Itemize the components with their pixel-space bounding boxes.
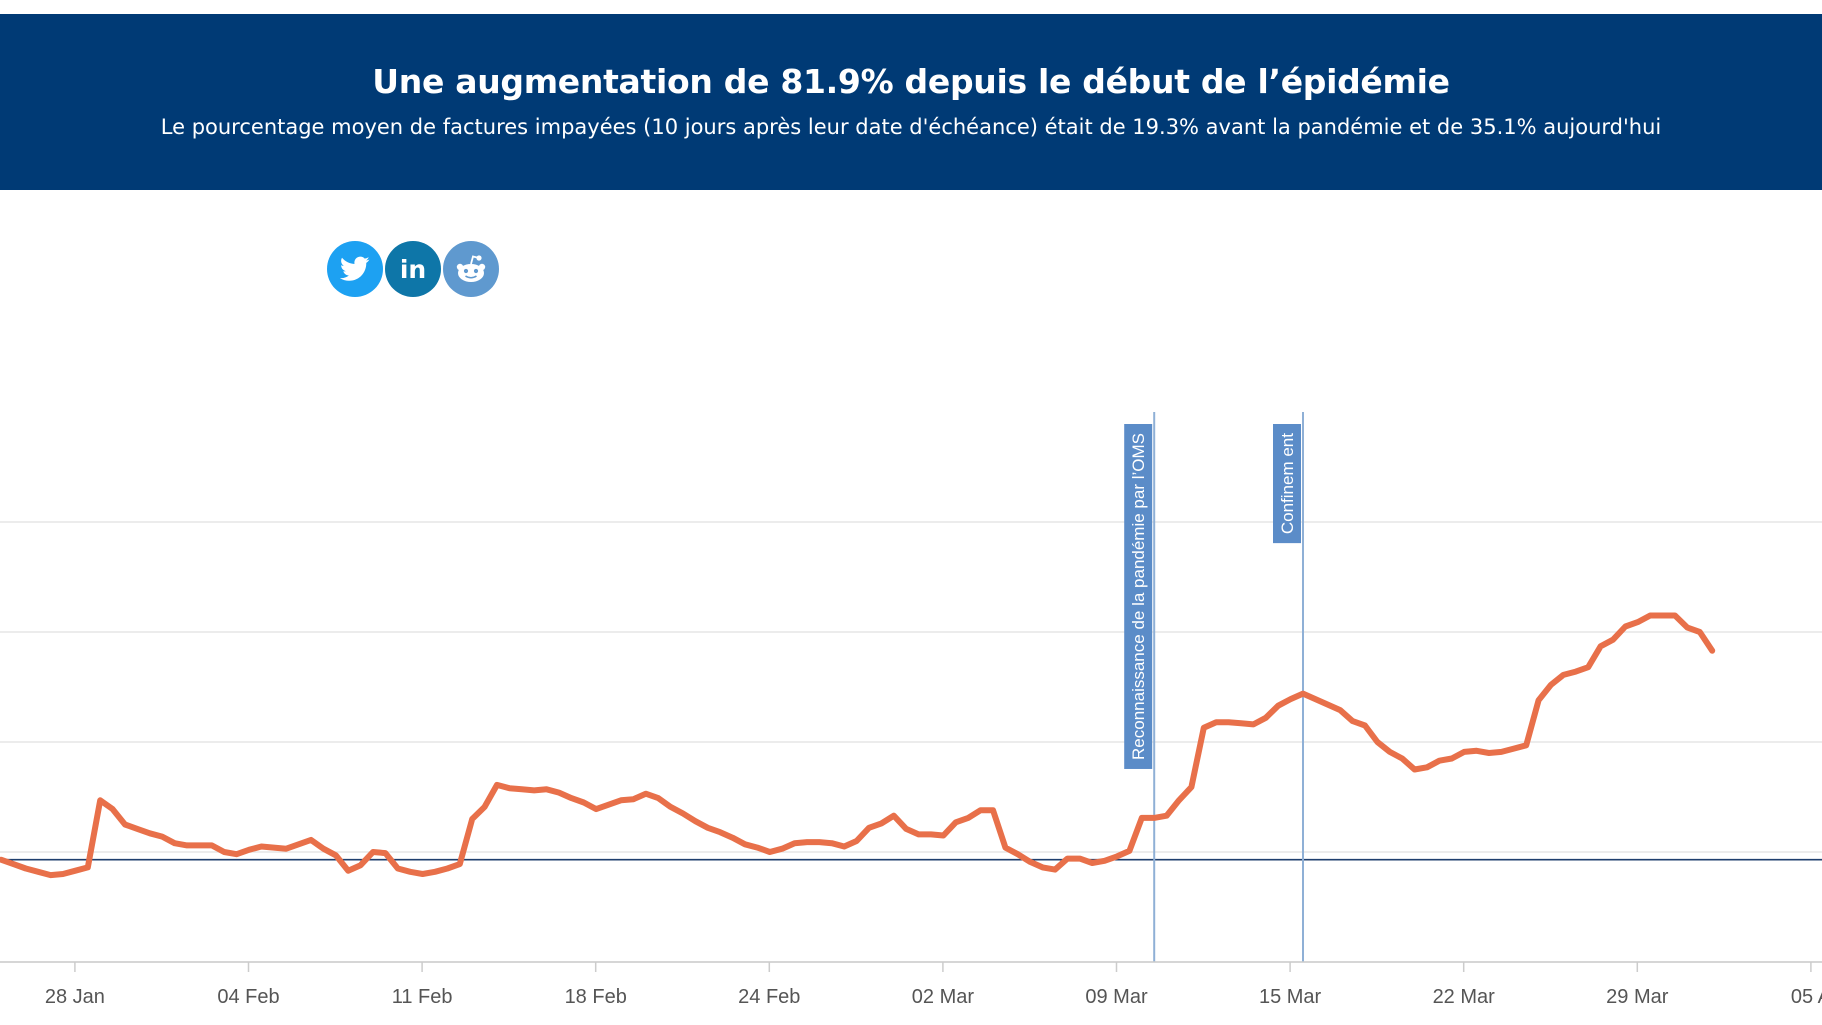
x-tick-label: 28 Jan <box>45 986 105 1008</box>
twitter-share-button[interactable] <box>327 241 383 297</box>
annotation-box <box>1273 424 1301 544</box>
linkedin-icon: in <box>399 254 427 284</box>
share-buttons: in <box>327 241 499 297</box>
x-tick-label: 09 Mar <box>1085 986 1148 1008</box>
x-tick-label: 29 Mar <box>1606 986 1669 1008</box>
linkedin-share-button[interactable]: in <box>385 241 441 297</box>
x-tick-label: 04 Feb <box>217 986 279 1008</box>
chart-title: Une augmentation de 81.9% depuis le débu… <box>372 62 1450 101</box>
line-chart: Reconnaissance de la pandémie par l’OMS C… <box>0 412 1822 1008</box>
chart-subtitle: Le pourcentage moyen de factures impayée… <box>160 115 1662 139</box>
twitter-icon <box>340 256 370 281</box>
x-tick-label: 11 Feb <box>392 986 453 1008</box>
top-strip <box>0 0 1822 14</box>
annotation-box <box>1124 424 1153 769</box>
x-tick-label: 22 Mar <box>1433 986 1496 1008</box>
x-tick-label: 02 Mar <box>912 986 975 1008</box>
series-line <box>0 612 1716 879</box>
x-tick-label: 15 Mar <box>1259 986 1322 1008</box>
x-tick-label: 24 Feb <box>738 986 800 1008</box>
x-tick-label: 05 A <box>1791 986 1822 1008</box>
annotation-label: Confinem ent <box>1278 433 1297 534</box>
header-banner: Une augmentation de 81.9% depuis le débu… <box>0 14 1822 190</box>
x-tick-label: 18 Feb <box>565 986 627 1008</box>
reddit-share-button[interactable] <box>443 241 499 297</box>
reddit-icon <box>456 255 486 282</box>
annotation-label: Reconnaissance de la pandémie par l’OMS <box>1129 433 1148 760</box>
